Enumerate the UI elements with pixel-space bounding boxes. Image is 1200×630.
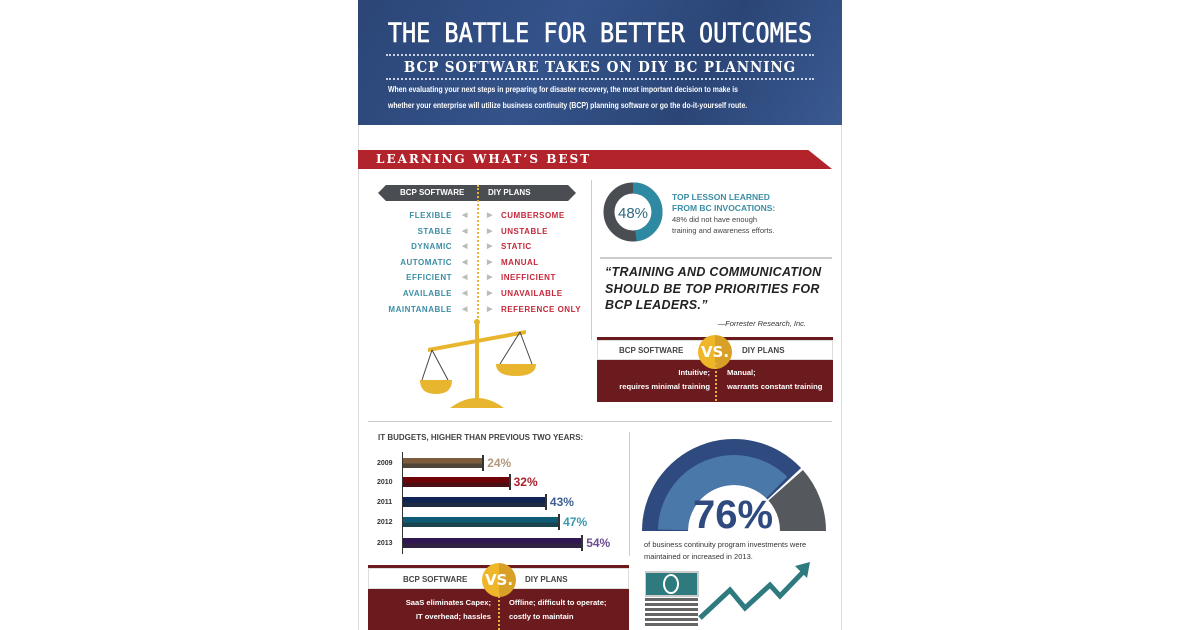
vs-left-text: SaaS eliminates Capex; — [405, 598, 491, 607]
vs-left-label: BCP SOFTWARE — [619, 346, 684, 355]
compare-left-header: BCP SOFTWARE — [400, 188, 465, 197]
vs-badge: VS. — [698, 335, 732, 369]
vs-left-text: requires minimal training — [619, 382, 710, 391]
arrow-right-icon: ▶ — [487, 212, 493, 219]
lesson-title: FROM BC INVOCATIONS: — [672, 203, 776, 213]
arrow-left-icon: ◀ — [462, 290, 468, 297]
divider — [600, 257, 832, 259]
arrow-right-icon: ▶ — [487, 290, 493, 297]
arrow-right-icon: ▶ — [487, 243, 493, 251]
arrow-left-icon: ◀ — [462, 258, 468, 266]
compare-left-item: STABLE — [417, 226, 452, 236]
vs-right-text: Offline; difficult to operate; — [509, 598, 607, 607]
bar-2009 — [403, 458, 483, 468]
divider — [629, 432, 630, 556]
bar-category-label: 2013 — [377, 540, 393, 547]
bar-2012 — [403, 517, 559, 527]
subtitle: BCP SOFTWARE TAKES ON DIY BC PLANNING — [403, 58, 797, 76]
money-growth-icon — [645, 562, 810, 626]
divider — [368, 421, 832, 422]
header-banner: THE BATTLE FOR BETTER OUTCOMES BCP SOFTW… — [358, 0, 842, 125]
vs-right-text: warrants constant training — [727, 382, 823, 391]
vs-right-text: Manual; — [727, 368, 756, 377]
intro-text: whether your enterprise will utilize bus… — [388, 101, 748, 110]
compare-right-item: STATIC — [501, 242, 532, 252]
divider — [386, 78, 814, 80]
donut-percent: 48% — [618, 205, 648, 222]
vs-right-text: costly to maintain — [509, 612, 574, 621]
bar-end-cap — [558, 514, 561, 530]
compare-left-item: FLEXIBLE — [409, 211, 452, 220]
bar-2013 — [403, 538, 582, 548]
arrow-right-icon: ▶ — [487, 227, 493, 235]
bar-end-cap — [508, 474, 511, 490]
compare-right-item: UNSTABLE — [501, 226, 548, 236]
vs-right-label: DIY PLANS — [525, 575, 568, 584]
chart-title: IT BUDGETS, HIGHER THAN PREVIOUS TWO YEA… — [378, 433, 584, 442]
compare-right-item: CUMBERSOME — [501, 211, 565, 220]
bar-category-label: 2009 — [377, 460, 393, 467]
bar-category-label: 2011 — [377, 499, 393, 506]
bar-value-label: 43% — [549, 495, 574, 509]
gauge-chart-76 — [642, 439, 826, 531]
center-dotted-line — [477, 185, 479, 330]
vs-left-text: Intuitive; — [678, 368, 710, 377]
arrow-right-icon: ▶ — [487, 258, 493, 266]
compare-left-item: AUTOMATIC — [400, 257, 452, 267]
lesson-text: 48% did not have enough — [672, 215, 758, 224]
bar-category-label: 2012 — [377, 519, 393, 526]
scales-icon — [420, 319, 536, 408]
bar-category-label: 2010 — [377, 479, 393, 486]
main-title: THE BATTLE FOR BETTER OUTCOMES — [387, 18, 813, 50]
arrow-left-icon: ◀ — [462, 305, 468, 313]
compare-left-item: DYNAMIC — [411, 242, 452, 252]
section-title: LEARNING WHAT’S BEST — [376, 152, 592, 166]
bar-end-cap — [544, 494, 547, 510]
chart-axis — [402, 452, 403, 554]
arrow-right-icon: ▶ — [487, 305, 493, 313]
bar-2010 — [403, 477, 509, 487]
gauge-caption: of business continuity program investmen… — [644, 540, 807, 549]
donut-chart-48: 48% — [603, 182, 663, 242]
lesson-text: training and awareness efforts. — [672, 226, 775, 235]
compare-left-item: AVAILABLE — [402, 289, 452, 298]
compare-right-item: MANUAL — [501, 257, 539, 267]
compare-right-item: UNAVAILABLE — [501, 289, 563, 298]
arrow-left-icon: ◀ — [462, 243, 468, 251]
vs-left-label: BCP SOFTWARE — [403, 575, 468, 584]
quote-line: SHOULD BE TOP PRIORITIES FOR — [605, 281, 820, 296]
bar-2011 — [403, 497, 545, 507]
compare-right-header: DIY PLANS — [488, 188, 531, 197]
lesson-title: TOP LESSON LEARNED — [672, 192, 770, 202]
bar-end-cap — [482, 455, 485, 471]
compare-right-item: REFERENCE ONLY — [501, 304, 582, 314]
bar-end-cap — [581, 535, 584, 551]
gauge-caption: maintained or increased in 2013. — [644, 552, 753, 561]
section-banner: LEARNING WHAT’S BEST — [358, 150, 832, 169]
arrow-right-icon: ▶ — [487, 274, 493, 282]
bar-value-label: 47% — [563, 515, 588, 529]
quote-attribution: —Forrester Research, Inc. — [717, 319, 806, 328]
bar-value-label: 24% — [487, 456, 512, 470]
divider — [591, 180, 592, 340]
compare-left-item: MAINTANABLE — [388, 304, 452, 314]
compare-left-item: EFFICIENT — [406, 273, 452, 283]
quote-line: “TRAINING AND COMMUNICATION — [605, 265, 822, 279]
bar-value-label: 54% — [586, 536, 611, 550]
compare-right-item: INEFFICIENT — [501, 273, 556, 283]
arrow-left-icon: ◀ — [462, 227, 468, 235]
gauge-percent: 76% — [692, 493, 774, 537]
arrow-left-icon: ◀ — [462, 274, 468, 282]
quote-line: BCP LEADERS.” — [605, 298, 708, 312]
bar-value-label: 32% — [513, 475, 538, 489]
vs-left-text: IT overhead; hassles — [415, 612, 491, 621]
vs-right-label: DIY PLANS — [742, 346, 785, 355]
vs-badge: VS. — [482, 563, 516, 597]
intro-text: When evaluating your next steps in prepa… — [388, 85, 738, 94]
arrow-left-icon: ◀ — [462, 212, 468, 219]
infographic-column — [358, 0, 842, 630]
divider — [386, 54, 814, 56]
quote: “TRAINING AND COMMUNICATION SHOULD BE TO… — [605, 264, 821, 314]
